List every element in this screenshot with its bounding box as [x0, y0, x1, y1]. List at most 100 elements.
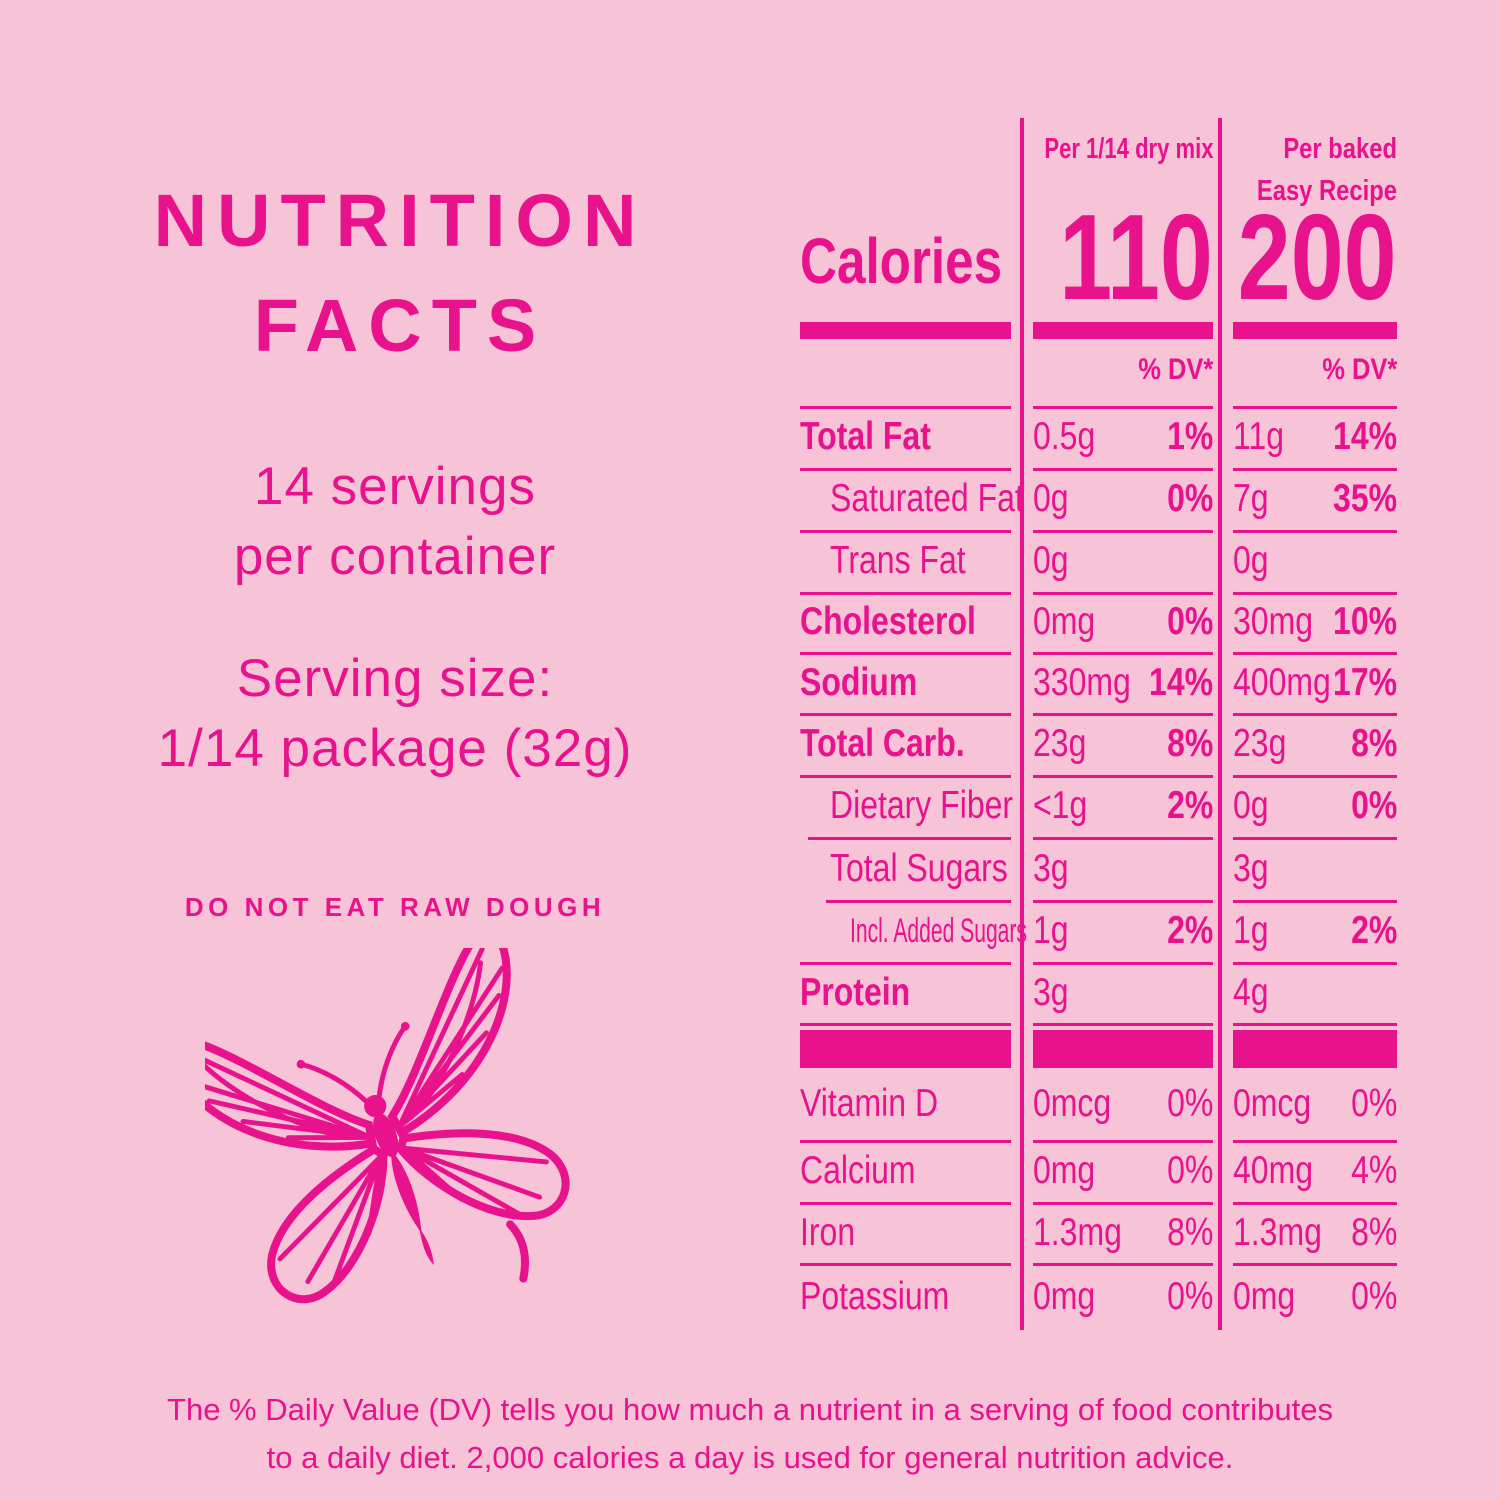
table-row-dietary-fiber: Dietary Fiber <1g 2% 0g 0%: [800, 775, 1397, 837]
row-rule: [1233, 406, 1397, 409]
col1-dv: 0%: [1166, 1274, 1213, 1318]
calories-underline-bar: [800, 322, 1011, 339]
row-rule: [808, 837, 1011, 840]
row-rule: [1033, 775, 1213, 778]
row-rule: [1033, 468, 1213, 471]
column-divider-line: [1218, 118, 1222, 1330]
servings-line2: per container: [233, 527, 557, 587]
row-rule: [1233, 837, 1397, 840]
row-label: Protein: [800, 970, 911, 1014]
calories-label: Calories: [800, 225, 1003, 297]
nutrition-table: Per 1/14 dry mix Per baked Easy Recipe C…: [800, 0, 1397, 1500]
row-rule: [1033, 652, 1213, 655]
dv-header-col1: % DV*: [1137, 353, 1213, 386]
row-label: Total Sugars: [830, 846, 1008, 890]
row-rule: [1033, 592, 1213, 595]
col2-amount: 0g: [1233, 539, 1269, 582]
row-label: Total Carb.: [800, 722, 965, 765]
row-label: Total Fat: [800, 415, 931, 458]
daily-value-footnote: The % Daily Value (DV) tells you how muc…: [0, 1386, 1500, 1482]
title-line2: FACTS: [253, 284, 547, 368]
calories-value-baked: 200: [1238, 189, 1397, 325]
col2-amount: 0mg: [1233, 1274, 1296, 1318]
table-row-potassium: Potassium 0mg 0% 0mg 0%: [800, 1263, 1397, 1330]
col1-dv: 0%: [1166, 1149, 1213, 1192]
serving-size: Serving size: 1/14 package (32g): [0, 644, 790, 785]
row-rule: [800, 1202, 1011, 1205]
col1-dv: [1083, 530, 1213, 592]
col2-dv: 17%: [1332, 660, 1397, 704]
row-rule: [1033, 713, 1213, 716]
column2-header: Per baked Easy Recipe: [1256, 133, 1397, 208]
table-row-total-fat: Total Fat 0.5g 1% 11g 14%: [800, 406, 1397, 468]
row-rule: [800, 592, 1011, 595]
col2-amount: 23g: [1233, 722, 1287, 765]
row-rule: [1233, 962, 1397, 965]
row-rule: [800, 652, 1011, 655]
col1-amount: 3g: [1033, 846, 1069, 890]
col2-amount: 40mg: [1233, 1149, 1314, 1192]
col2-amount: 11g: [1233, 415, 1284, 458]
col2-dv: 0%: [1350, 1082, 1397, 1125]
col1-dv: 8%: [1166, 722, 1213, 765]
row-rule: [1033, 837, 1213, 840]
left-panel: NUTRITION FACTS 14 servings per containe…: [0, 179, 790, 1304]
table-row-total-sugars: Total Sugars 3g 3g: [800, 837, 1397, 900]
col2-dv: 0%: [1350, 784, 1397, 827]
col1-amount: 0.5g: [1033, 415, 1096, 458]
calories-underline-bar: [1233, 322, 1397, 339]
row-rule: [1233, 1023, 1397, 1026]
col2-dv: 2%: [1350, 909, 1397, 952]
col1-dv: 14%: [1148, 660, 1213, 704]
col1-amount: 0mcg: [1033, 1082, 1112, 1125]
col2-amount: 0g: [1233, 784, 1269, 827]
row-label: Potassium: [800, 1274, 950, 1318]
row-label: Trans Fat: [830, 539, 966, 582]
section-divider-bar: [800, 1030, 1011, 1068]
row-rule: [1233, 713, 1397, 716]
col1-dv: 2%: [1166, 909, 1213, 952]
col1-amount: 1.3mg: [1033, 1210, 1122, 1254]
row-rule: [1233, 775, 1397, 778]
table-row-protein: Protein 3g 4g: [800, 962, 1397, 1023]
row-label: Iron: [800, 1210, 856, 1254]
row-rule: [1233, 530, 1397, 533]
title-line1: NUTRITION: [153, 179, 647, 262]
col1-amount: 0g: [1033, 477, 1069, 520]
table-row-sodium: Sodium 330mg 14% 400mg 17%: [800, 652, 1397, 713]
row-rule: [1233, 1263, 1397, 1266]
row-label: Cholesterol: [800, 600, 976, 643]
row-label: Sodium: [800, 660, 918, 704]
table-row-total-carb: Total Carb. 23g 8% 23g 8%: [800, 713, 1397, 775]
serving-size-line1: Serving size:: [236, 649, 554, 708]
col2-dv: [1267, 837, 1397, 900]
col1-dv: 0%: [1166, 600, 1213, 643]
table-row-cholesterol: Cholesterol 0mg 0% 30mg 10%: [800, 592, 1397, 652]
butterfly-icon: [205, 948, 570, 1304]
row-rule: [1233, 652, 1397, 655]
row-label: Incl. Added Sugars: [850, 911, 1027, 950]
col2-dv: 14%: [1332, 415, 1397, 458]
row-label: Calcium: [800, 1149, 916, 1192]
table-row-saturated-fat: Saturated Fat 0g 0% 7g 35%: [800, 468, 1397, 530]
col1-dv: 2%: [1166, 784, 1213, 827]
col1-amount: 330mg: [1033, 660, 1131, 704]
col2-dv: 0%: [1350, 1274, 1397, 1318]
row-rule: [1233, 1202, 1397, 1205]
calories-value-dry-mix: 110: [1059, 189, 1213, 325]
col2-dv: 10%: [1332, 600, 1397, 643]
col1-dv: 0%: [1166, 1082, 1213, 1125]
serving-size-line2: 1/14 package (32g): [157, 719, 633, 779]
col2-amount: 4g: [1233, 970, 1269, 1014]
row-rule: [800, 406, 1011, 409]
row-rule: [800, 1263, 1011, 1266]
row-rule: [1033, 1202, 1213, 1205]
row-rule: [1033, 530, 1213, 533]
col2-amount: 1g: [1233, 909, 1269, 952]
col2-dv: [1267, 530, 1397, 592]
col2-dv: [1267, 962, 1397, 1023]
row-rule: [1033, 962, 1213, 965]
table-row-iron: Iron 1.3mg 8% 1.3mg 8%: [800, 1202, 1397, 1263]
servings-per-container: 14 servings per container: [0, 452, 790, 593]
col1-amount: 23g: [1033, 722, 1087, 765]
